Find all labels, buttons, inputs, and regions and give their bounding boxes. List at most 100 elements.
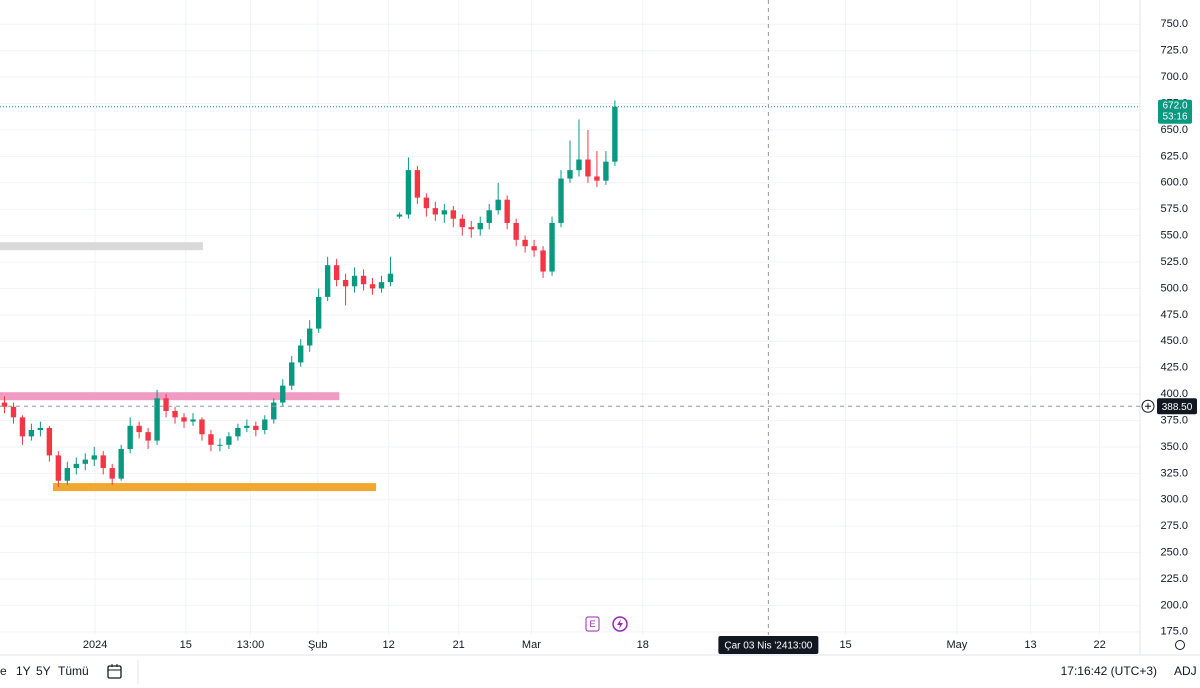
candle-body [333,265,340,280]
candle-body [100,455,106,469]
dividend-icon[interactable] [612,616,628,632]
candle-body [253,425,259,431]
y-tick-label: 475.0 [1160,309,1188,321]
event-icon-box[interactable] [585,616,600,632]
y-tick-label: 650.0 [1160,124,1188,136]
candle-body [82,459,88,464]
x-tick-label: 15 [180,639,192,651]
candle-body [226,436,232,445]
crosshair-price-box [1157,398,1197,415]
candle-body [289,362,295,386]
range-button[interactable]: Tümü [58,664,89,678]
candle-body [360,275,367,285]
dividend-bolt [617,619,623,629]
candle-body [127,425,133,450]
y-tick-label: 300.0 [1160,494,1188,506]
candle-body [244,425,250,428]
y-tick-label: 550.0 [1160,230,1188,242]
y-tick-label: 600.0 [1160,177,1188,189]
y-tick-label: 700.0 [1160,71,1188,83]
countdown-label: 53:16 [1162,111,1187,122]
candle-body [486,210,492,223]
calendar-icon[interactable] [107,664,122,679]
y-tick-label: 425.0 [1160,362,1188,374]
price-level [0,392,340,401]
price-level [0,242,203,251]
range-button[interactable]: e [0,664,7,678]
settings-icon[interactable] [1175,640,1185,650]
candle-body [118,449,124,479]
candle-body [73,463,79,469]
x-tick-label: 13:00 [237,639,265,651]
candle-body [271,402,277,420]
y-tick-label: 250.0 [1160,546,1188,558]
candle-body [298,345,304,363]
candle-body [190,419,196,422]
candle-body [306,328,313,346]
candle-body [585,159,591,177]
candle-body [450,210,456,219]
candle-body [495,199,501,211]
candle-body [531,246,537,251]
crosshair-time-label: 13:00 [787,641,812,652]
x-tick-label: Şub [308,639,328,651]
candle-body [91,455,97,460]
candle-body [432,208,439,215]
y-tick-label: 275.0 [1160,520,1188,532]
clock[interactable]: 17:16:42 (UTC+3) [1061,664,1157,678]
crosshair-time-box [718,636,819,654]
candle-body [504,199,510,223]
x-tick-label: 2024 [83,639,107,651]
y-tick-label: 175.0 [1160,626,1188,638]
candle-body [441,210,448,215]
last-price-label: 672.0 [1162,100,1187,111]
y-tick-label: 325.0 [1160,467,1188,479]
candle-body [423,197,430,209]
candle-body [154,398,160,441]
y-tick-label: 200.0 [1160,599,1188,611]
candle-body [405,170,412,215]
candle-body [136,425,142,433]
candle-body [369,284,376,289]
x-tick-label: 18 [637,639,649,651]
y-tick-label: 525.0 [1160,256,1188,268]
candle-body [55,455,62,481]
range-button[interactable]: 1Y [16,664,31,678]
overlay: 175.0 200.0 225.0 250.0 275.0 300.0 325.0 350.0… [0,0,1197,655]
candle-body [459,218,465,228]
candle-body [522,239,528,247]
candle-body [612,106,618,162]
add-alert-plus [1145,403,1151,410]
candle-body [163,398,169,412]
candle-body [28,430,35,437]
y-tick-label: 725.0 [1160,45,1188,57]
crosshair-price-label: 388.50 [1162,402,1193,413]
candle-body [19,417,26,437]
candle-body [468,227,474,230]
x-tick-label: 15 [839,639,851,651]
candle-body [603,161,609,181]
candle-body [567,170,573,179]
candle-body [396,214,403,217]
candle-body [217,444,223,446]
adj-toggle[interactable]: ADJ [1174,664,1197,678]
range-button[interactable]: 5Y [36,664,51,678]
y-tick-label: 625.0 [1160,150,1188,162]
y-tick-label: 400.0 [1160,388,1188,400]
event-icon[interactable]: E [589,619,595,629]
candle-body [387,273,394,283]
y-tick-label: 575.0 [1160,203,1188,215]
candle-body [1,402,8,407]
candle-body [64,468,71,481]
candle-body [181,417,187,422]
x-tick-label: 12 [383,639,395,651]
y-tick-label: 750.0 [1160,18,1188,30]
candle-body [342,279,349,287]
candle-body [172,411,178,418]
x-tick-label: 13 [1024,639,1036,651]
candle-body [235,427,241,437]
y-tick-label: 225.0 [1160,573,1188,585]
candle-body [324,265,331,297]
